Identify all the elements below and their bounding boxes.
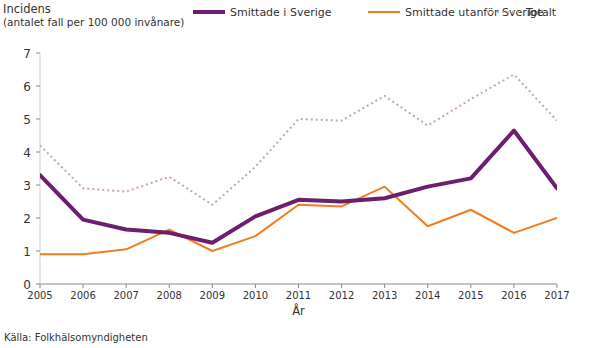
x-tick-label: 2009 — [200, 290, 225, 301]
series-line — [40, 74, 557, 204]
y-tick-label: 5 — [23, 113, 31, 127]
source: Källa: Folkhälsomyndigheten — [4, 332, 148, 343]
y-tick-label: 1 — [23, 245, 31, 259]
legend-label: Totalt — [525, 6, 557, 19]
x-tick-label: 2006 — [70, 290, 95, 301]
x-tick-label: 2010 — [243, 290, 268, 301]
legend-label: Smittade utanför Sverige — [405, 6, 544, 19]
legend-swatch — [487, 11, 519, 13]
series-line — [40, 131, 557, 243]
y-tick — [36, 218, 40, 219]
legend-swatch — [193, 10, 225, 14]
y-tick-label: 4 — [23, 146, 31, 160]
x-tick-label: 2008 — [157, 290, 182, 301]
x-tick — [212, 284, 213, 288]
legend-label: Smittade i Sverige — [230, 6, 332, 19]
x-tick-label: 2016 — [501, 290, 526, 301]
x-tick — [513, 284, 514, 288]
x-tick — [83, 284, 84, 288]
x-tick-label: 2007 — [113, 290, 138, 301]
x-tick-label: 2015 — [458, 290, 483, 301]
x-tick — [169, 284, 170, 288]
y-tick — [36, 86, 40, 87]
x-tick-label: 2014 — [415, 290, 440, 301]
y-tick — [36, 185, 40, 186]
x-tick — [470, 284, 471, 288]
plot-area — [40, 74, 557, 254]
y-tick — [36, 251, 40, 252]
x-tick-label: 2013 — [372, 290, 397, 301]
y-tick-label: 7 — [23, 47, 31, 61]
x-tick-label: 2017 — [544, 290, 569, 301]
y-tick — [36, 284, 40, 285]
series-line — [40, 187, 557, 255]
x-tick-label: 2012 — [329, 290, 354, 301]
x-tick — [40, 284, 41, 288]
x-tick-label: 2011 — [286, 290, 311, 301]
subtitle: (antalet fall per 100 000 invånare) — [3, 16, 184, 28]
x-tick — [557, 284, 558, 288]
y-axis — [40, 53, 41, 284]
y-tick-label: 6 — [23, 80, 31, 94]
x-tick — [341, 284, 342, 288]
x-tick — [427, 284, 428, 288]
y-tick-label: 2 — [23, 212, 31, 226]
x-tick — [255, 284, 256, 288]
x-tick — [384, 284, 385, 288]
chart: Incidens(antalet fall per 100 000 invåna… — [0, 0, 590, 348]
y-tick — [36, 53, 40, 54]
y-tick — [36, 152, 40, 153]
x-tick — [126, 284, 127, 288]
legend-swatch — [368, 11, 400, 13]
y-axis-label: Incidens — [3, 2, 51, 16]
x-axis-label: År — [292, 303, 305, 318]
y-tick-label: 3 — [23, 179, 31, 193]
x-tick-label: 2005 — [27, 290, 52, 301]
y-tick — [36, 119, 40, 120]
x-tick — [298, 284, 299, 288]
